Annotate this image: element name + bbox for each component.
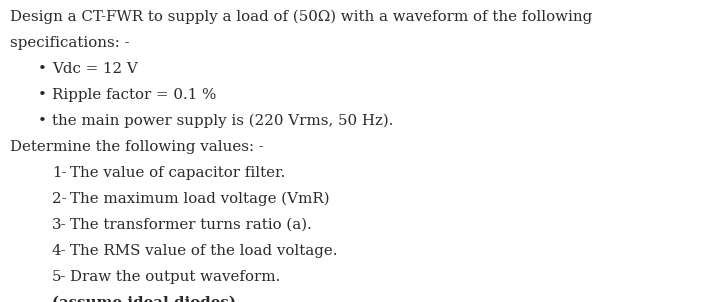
Text: (assume ideal diodes): (assume ideal diodes) — [52, 296, 236, 302]
Text: Ripple factor = 0.1 %: Ripple factor = 0.1 % — [52, 88, 217, 102]
Text: Determine the following values: -: Determine the following values: - — [10, 140, 264, 154]
Text: The value of capacitor filter.: The value of capacitor filter. — [70, 166, 285, 180]
Text: the main power supply is (220 Vrms, 50 Hz).: the main power supply is (220 Vrms, 50 H… — [52, 114, 393, 128]
Text: •: • — [38, 88, 47, 102]
Text: specifications: -: specifications: - — [10, 36, 130, 50]
Text: Draw the output waveform.: Draw the output waveform. — [70, 270, 280, 284]
Text: 3-: 3- — [52, 218, 67, 232]
Text: Design a CT-FWR to supply a load of (50Ω) with a waveform of the following: Design a CT-FWR to supply a load of (50Ω… — [10, 10, 593, 24]
Text: Vdc = 12 V: Vdc = 12 V — [52, 62, 138, 76]
Text: •: • — [38, 62, 47, 76]
Text: The RMS value of the load voltage.: The RMS value of the load voltage. — [70, 244, 338, 258]
Text: The maximum load voltage (VmR): The maximum load voltage (VmR) — [70, 192, 330, 206]
Text: 5-: 5- — [52, 270, 66, 284]
Text: The transformer turns ratio (a).: The transformer turns ratio (a). — [70, 218, 312, 232]
Text: •: • — [38, 114, 47, 128]
Text: 2-: 2- — [52, 192, 67, 206]
Text: 1-: 1- — [52, 166, 66, 180]
Text: 4-: 4- — [52, 244, 67, 258]
